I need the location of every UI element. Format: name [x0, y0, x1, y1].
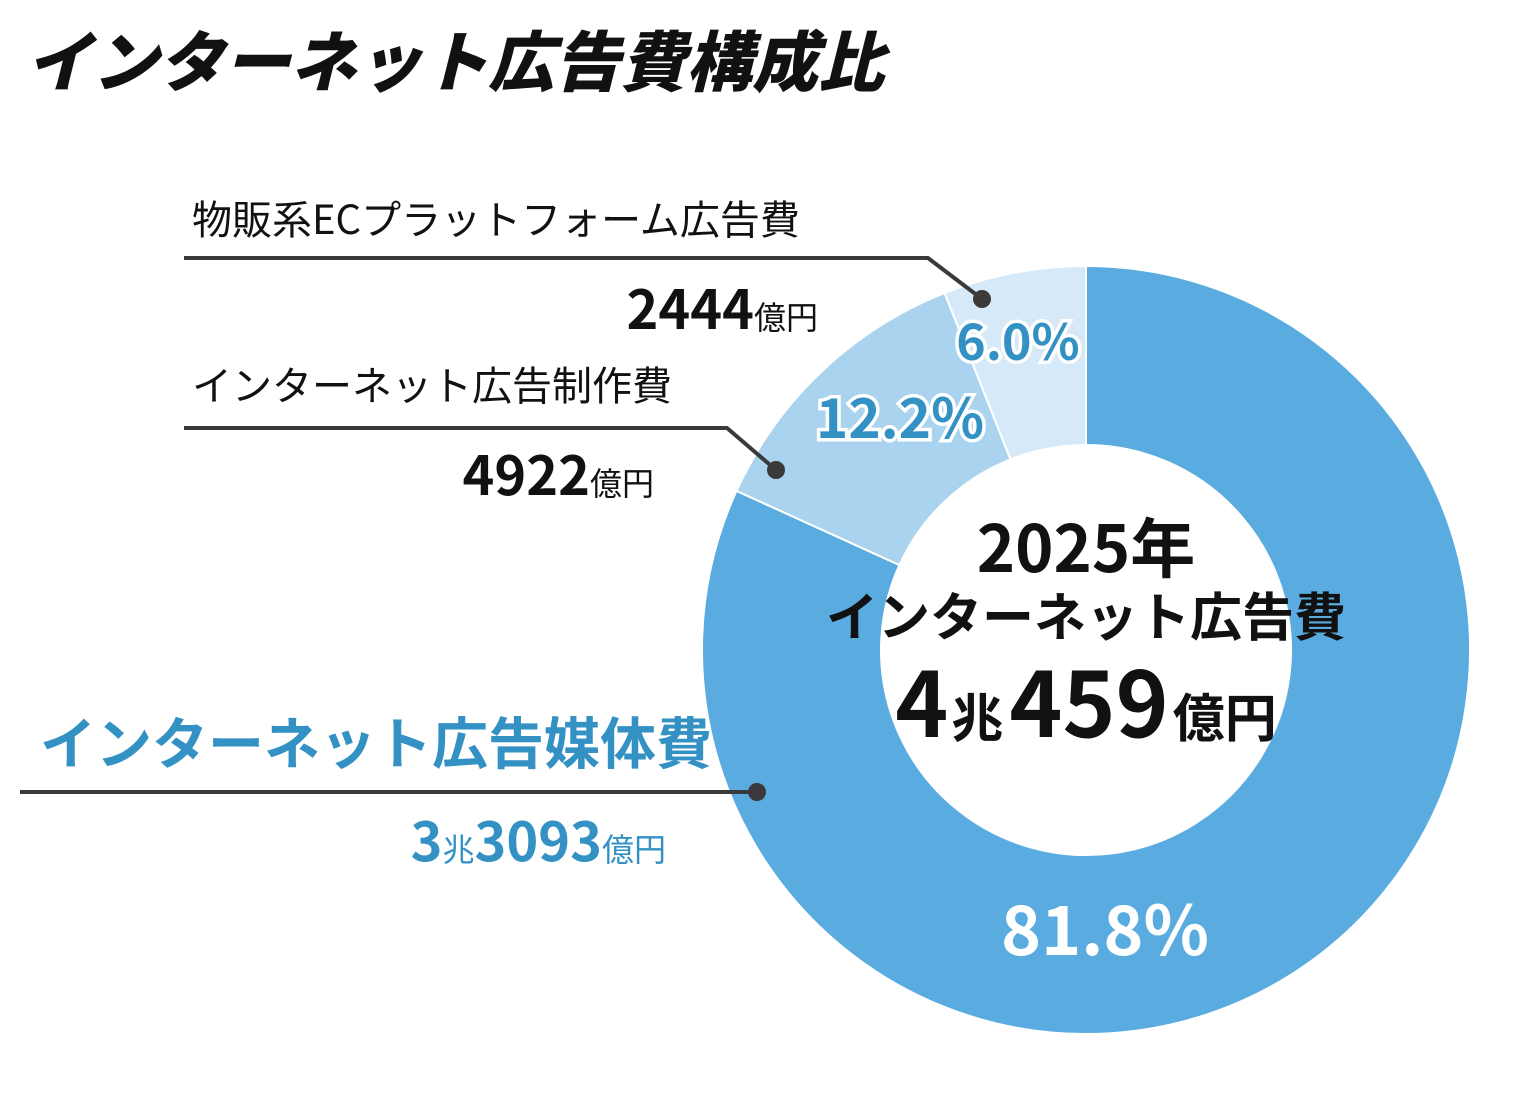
svg-text:12.2%: 12.2% — [816, 374, 984, 454]
svg-text:6.0%: 6.0% — [956, 303, 1079, 375]
svg-text:4兆459億円: 4兆459億円 — [895, 633, 1276, 763]
svg-text:81.8%: 81.8% — [1001, 876, 1209, 975]
